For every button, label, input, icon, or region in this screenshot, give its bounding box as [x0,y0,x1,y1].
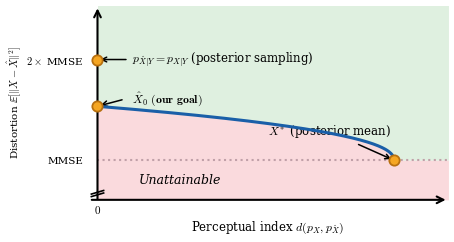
Text: Unattainable: Unattainable [138,174,221,188]
Point [94,58,101,61]
Point [390,158,398,162]
Text: $\hat{X}^*$ (posterior mean): $\hat{X}^*$ (posterior mean) [268,122,391,159]
Y-axis label: Distortion $\mathbb{E}[\|X - \hat{X}\|^2]$: Distortion $\mathbb{E}[\|X - \hat{X}\|^2… [5,46,23,159]
Text: $\hat{X}_0$ $\mathbf{(our\ goal)}$: $\hat{X}_0$ $\mathbf{(our\ goal)}$ [132,90,202,108]
Text: $p_{\hat{X}|Y} = p_{X|Y}$ (posterior sampling): $p_{\hat{X}|Y} = p_{X|Y}$ (posterior sam… [102,51,313,68]
Point [94,104,101,108]
X-axis label: Perceptual index $d(p_X, p_{\hat{X}})$: Perceptual index $d(p_X, p_{\hat{X}})$ [191,220,345,236]
